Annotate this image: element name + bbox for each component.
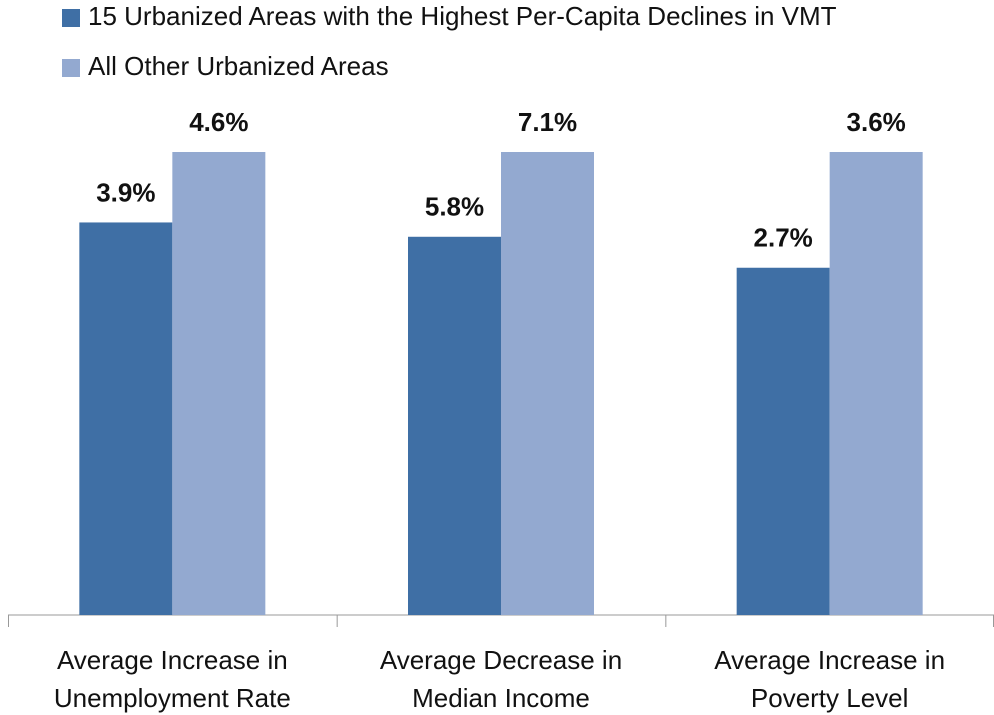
bar bbox=[79, 222, 173, 615]
x-tick-label: Median Income bbox=[412, 683, 590, 713]
x-tick-label: Unemployment Rate bbox=[54, 683, 291, 713]
legend-swatch bbox=[62, 59, 80, 77]
x-tick-label: Poverty Level bbox=[751, 683, 909, 713]
bar bbox=[172, 152, 266, 615]
data-label: 7.1% bbox=[518, 107, 577, 137]
x-tick-label: Average Increase in bbox=[57, 645, 288, 675]
bar bbox=[501, 152, 594, 615]
data-label: 5.8% bbox=[425, 192, 484, 222]
bar bbox=[829, 152, 923, 615]
x-tick-label: Average Increase in bbox=[714, 645, 945, 675]
legend-label: All Other Urbanized Areas bbox=[88, 51, 389, 81]
legend-swatch bbox=[62, 9, 80, 27]
data-label: 3.6% bbox=[847, 107, 906, 137]
legend-label: 15 Urbanized Areas with the Highest Per-… bbox=[88, 1, 837, 31]
data-label: 3.9% bbox=[96, 177, 155, 207]
bar bbox=[408, 236, 501, 615]
data-label: 2.7% bbox=[754, 223, 813, 253]
bar bbox=[736, 267, 830, 615]
data-label: 4.6% bbox=[189, 107, 248, 137]
x-tick-label: Average Decrease in bbox=[380, 645, 622, 675]
